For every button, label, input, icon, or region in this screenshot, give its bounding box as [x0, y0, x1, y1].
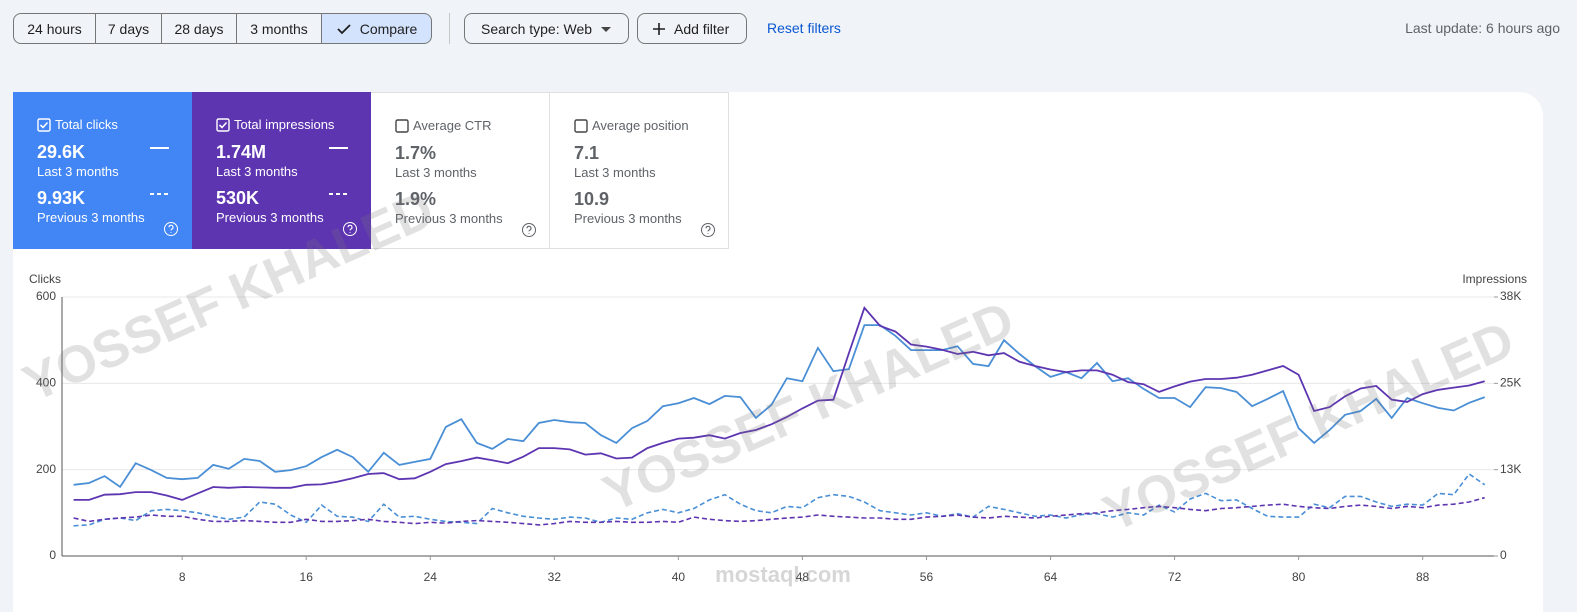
range-button[interactable]: 24 hours	[13, 13, 96, 44]
help-mark	[705, 225, 711, 234]
search-type-label: Search type: Web	[481, 20, 593, 37]
checkbox	[574, 119, 588, 133]
watermark-site: mostaql.com	[715, 562, 851, 587]
metric-previous: 1.9%	[395, 189, 437, 209]
metric-card[interactable]: Average CTR 1.7% Last 3 months 1.9% Previous…	[371, 92, 550, 249]
metric-current-label: Last 3 months	[216, 164, 298, 179]
series-line	[73, 472, 1486, 527]
metric-previous-label: Previous 3 months	[574, 211, 682, 226]
x-tick-label: 32	[548, 570, 562, 584]
metric-previous-label: Previous 3 months	[395, 211, 503, 226]
x-tick-label: 72	[1168, 570, 1182, 584]
add-filter[interactable]: Add filter	[637, 13, 747, 44]
metric-title: Total clicks	[55, 117, 118, 132]
y-tick-label: 600	[36, 289, 56, 303]
x-tick-label: 64	[1044, 570, 1058, 584]
x-tick-label: 40	[672, 570, 686, 584]
legend-glyph	[150, 147, 169, 195]
help-icon	[701, 223, 715, 237]
help-icon	[343, 222, 357, 236]
check-icon	[337, 23, 351, 34]
metric-current: 1.7%	[395, 143, 437, 163]
y2-tick-label: 25K	[1500, 376, 1521, 390]
checkbox	[395, 119, 409, 133]
separator	[449, 13, 450, 44]
x-tick-label: 80	[1292, 570, 1306, 584]
compare-label: Compare	[359, 20, 418, 37]
checkbox-check	[39, 121, 49, 129]
compare-button[interactable]: Compare	[321, 13, 432, 44]
y2-tick-label: 38K	[1500, 289, 1521, 303]
dropdown-icon	[601, 26, 612, 32]
plus-icon	[653, 22, 665, 35]
metric-previous: 10.9	[574, 189, 610, 209]
add-filter-label: Add filter	[674, 20, 730, 37]
y2-axis-title: Impressions	[1462, 272, 1527, 286]
checkbox-box	[574, 119, 588, 133]
x-tick-label: 48	[796, 570, 810, 584]
help-circle	[522, 223, 536, 237]
metric-title: Average position	[592, 118, 689, 133]
metric-card[interactable]: Average position 7.1 Last 3 months 10.9 Prev…	[550, 92, 729, 249]
x-tick-label: 88	[1416, 570, 1430, 584]
y-tick-label: 400	[36, 376, 56, 390]
watermark: YOSSEF KHALED	[595, 291, 1022, 524]
last-update: Last update: 6 hours ago	[1405, 20, 1560, 36]
y-tick-label: 200	[36, 462, 56, 476]
y2-tick-label: 13K	[1500, 462, 1521, 476]
checkbox-check	[218, 121, 228, 129]
metric-card[interactable]: Total clicks 29.6K Last 3 months 9.93K Previ…	[13, 92, 192, 249]
help-mark	[347, 224, 353, 233]
metric-current: 29.6K	[37, 142, 86, 162]
metric-previous-label: Previous 3 months	[37, 210, 145, 225]
help-circle	[701, 223, 715, 237]
legend-glyph	[329, 147, 348, 195]
series-line	[73, 306, 1485, 501]
x-tick-label: 8	[179, 570, 186, 584]
metric-current: 7.1	[574, 143, 600, 163]
series-line	[73, 496, 1485, 526]
x-tick-label: 16	[300, 570, 314, 584]
reset-filters[interactable]: Reset filters	[767, 20, 841, 36]
metric-current-label: Last 3 months	[574, 165, 656, 180]
metric-current: 1.74M	[216, 142, 267, 162]
y2-tick-label: 0	[1500, 548, 1507, 562]
help-circle	[343, 222, 357, 236]
metric-previous-label: Previous 3 months	[216, 210, 324, 225]
search-type[interactable]: Search type: Web	[464, 13, 629, 44]
checkbox-box	[37, 118, 51, 132]
help-mark	[526, 225, 532, 234]
checkbox-box	[395, 119, 409, 133]
y-axis-title: Clicks	[29, 272, 61, 286]
help-mark	[168, 224, 174, 233]
metric-current-label: Last 3 months	[37, 164, 119, 179]
help-icon	[522, 223, 536, 237]
help-icon	[164, 222, 178, 236]
metric-title: Average CTR	[413, 118, 492, 133]
x-tick-label: 56	[920, 570, 934, 584]
metric-previous: 530K	[216, 188, 260, 208]
x-tick-label: 24	[424, 570, 438, 584]
y-tick-label: 0	[49, 548, 56, 562]
range-button[interactable]: 28 days	[161, 13, 237, 44]
metric-title: Total impressions	[234, 117, 335, 132]
checkbox	[216, 118, 230, 132]
checkbox-box	[216, 118, 230, 132]
series-line	[73, 324, 1486, 489]
metric-current-label: Last 3 months	[395, 165, 477, 180]
help-circle	[164, 222, 178, 236]
checkbox	[37, 118, 51, 132]
metric-previous: 9.93K	[37, 188, 86, 208]
metric-card[interactable]: Total impressions 1.74M Last 3 months 530K P…	[192, 92, 371, 249]
